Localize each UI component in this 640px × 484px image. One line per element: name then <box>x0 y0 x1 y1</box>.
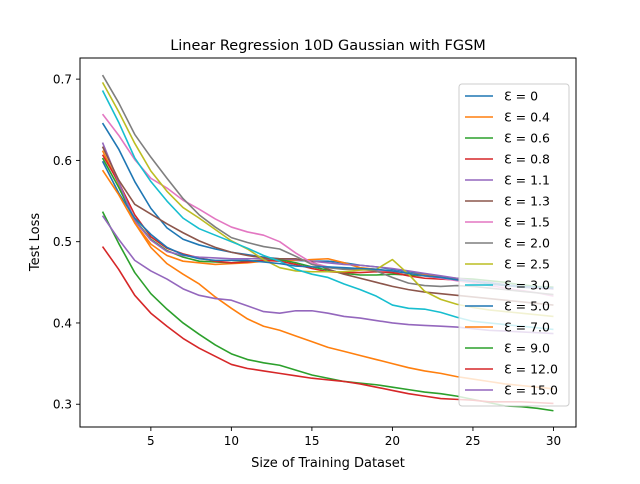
legend-label: Ɛ = 1.5 <box>504 215 550 230</box>
legend-label: Ɛ = 15.0 <box>504 383 558 398</box>
y-tick-label: 0.4 <box>53 316 72 330</box>
legend-label: Ɛ = 0.6 <box>504 131 550 146</box>
legend-label: Ɛ = 1.3 <box>504 194 550 209</box>
legend-label: Ɛ = 9.0 <box>504 341 550 356</box>
y-axis: 0.3 0.4 0.5 0.6 0.7 <box>53 73 80 412</box>
legend-label: Ɛ = 0.8 <box>504 152 550 167</box>
x-tick-label: 25 <box>465 434 480 448</box>
x-tick-label: 15 <box>304 434 319 448</box>
y-axis-label: Test Loss <box>28 213 43 272</box>
x-tick-label: 30 <box>546 434 561 448</box>
y-tick-label: 0.3 <box>53 398 72 412</box>
legend-label: Ɛ = 5.0 <box>504 299 550 314</box>
legend-label: Ɛ = 0.4 <box>504 110 550 125</box>
plot-frame <box>79 57 577 428</box>
y-tick-label: 0.7 <box>53 73 72 87</box>
x-axis: 5 10 15 20 25 30 <box>147 427 561 448</box>
legend: Ɛ = 0 Ɛ = 0.4 Ɛ = 0.6 Ɛ = 0.8 Ɛ = 1.1 Ɛ = 1.3… <box>458 83 570 407</box>
legend-label: Ɛ = 12.0 <box>504 362 558 377</box>
legend-label: Ɛ = 2.5 <box>504 257 550 272</box>
x-axis-label: Size of Training Dataset <box>251 456 405 471</box>
chart-title: Linear Regression 10D Gaussian with FGSM <box>170 38 486 54</box>
x-tick-label: 5 <box>147 434 155 448</box>
legend-label: Ɛ = 1.1 <box>504 173 550 188</box>
legend-label: Ɛ = 7.0 <box>504 320 550 335</box>
y-tick-label: 0.5 <box>53 235 72 249</box>
x-tick-label: 20 <box>385 434 400 448</box>
legend-label: Ɛ = 0 <box>504 89 538 104</box>
legend-label: Ɛ = 3.0 <box>504 278 550 293</box>
x-tick-label: 10 <box>224 434 239 448</box>
y-tick-label: 0.6 <box>53 154 72 168</box>
legend-box <box>458 83 570 407</box>
legend-label: Ɛ = 2.0 <box>504 236 550 251</box>
